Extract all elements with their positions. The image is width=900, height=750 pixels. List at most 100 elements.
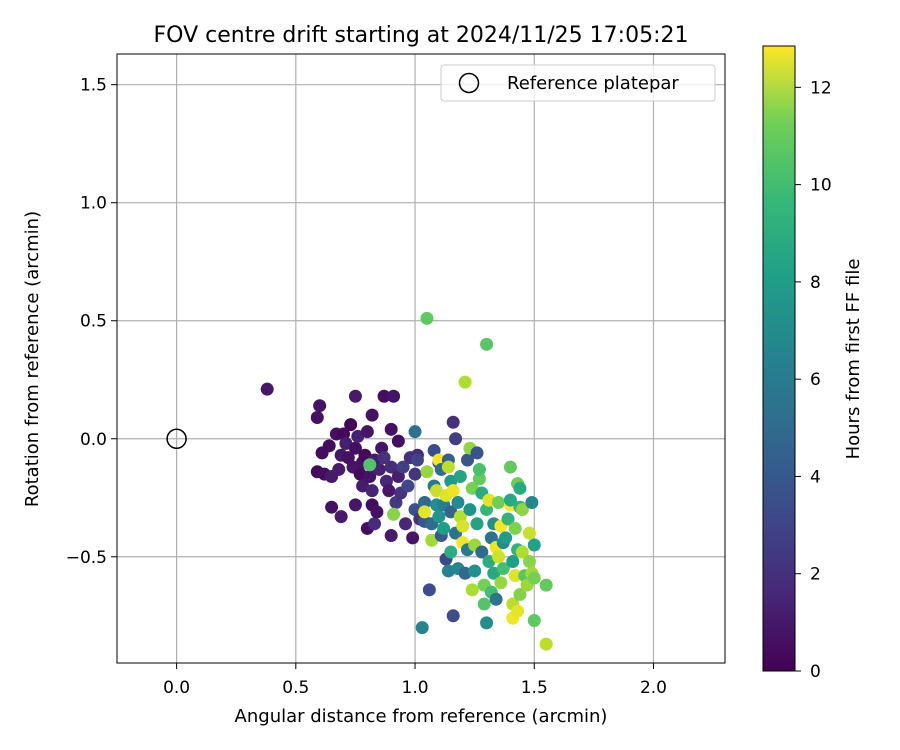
data-point	[415, 621, 429, 635]
data-point	[313, 399, 327, 413]
data-point	[522, 526, 536, 540]
y-tick-label: 0.0	[80, 430, 107, 450]
colorbar-label: Hours from first FF file	[843, 259, 864, 460]
data-point	[458, 375, 472, 389]
data-point	[446, 609, 460, 623]
data-point	[396, 460, 410, 474]
data-point	[370, 505, 384, 519]
data-point	[451, 495, 465, 509]
data-point	[477, 597, 491, 611]
colorbar-frame	[762, 45, 796, 672]
data-point	[363, 470, 377, 484]
data-point	[384, 460, 398, 474]
legend-marker-open-circle	[458, 72, 480, 94]
colorbar-tick-label: 8	[810, 273, 821, 293]
data-point	[325, 500, 339, 514]
data-point	[377, 451, 391, 465]
reference-point-marker	[166, 428, 187, 450]
data-point	[387, 507, 401, 521]
x-tick-label: 2.0	[640, 678, 667, 698]
data-point	[470, 446, 484, 460]
data-point	[503, 460, 517, 474]
data-point	[444, 545, 458, 559]
data-point	[418, 505, 432, 519]
data-point	[472, 462, 486, 476]
legend: Reference platepar	[440, 64, 716, 102]
data-point	[496, 562, 510, 576]
colorbar: 0 2 4 6 8 10 12 Hours from first FF file	[762, 45, 864, 682]
x-tick-label: 1.5	[521, 678, 548, 698]
data-point	[406, 531, 420, 545]
data-point	[449, 432, 463, 446]
data-point	[475, 545, 489, 559]
data-point	[446, 484, 460, 498]
data-point	[501, 512, 515, 526]
data-point	[527, 571, 541, 585]
y-tick-label: 0.5	[80, 312, 107, 332]
legend-label-reference-platepar: Reference platepar	[507, 73, 679, 94]
data-point	[539, 637, 553, 651]
data-point	[446, 415, 460, 429]
data-point	[480, 616, 494, 630]
data-point	[360, 425, 374, 439]
x-tick-label: 1.0	[402, 678, 429, 698]
y-axis: −0.5 0.0 0.5 1.0 1.5	[66, 76, 117, 568]
data-point	[472, 472, 486, 486]
colorbar-tick-label: 2	[810, 565, 821, 585]
colorbar-tick-label: 4	[810, 467, 821, 487]
data-point	[468, 564, 482, 578]
data-point	[387, 389, 401, 403]
data-point	[384, 529, 398, 543]
colorbar-gradient	[763, 46, 795, 671]
data-point	[391, 434, 405, 448]
data-point	[539, 578, 553, 592]
data-point	[377, 389, 391, 403]
data-point	[408, 467, 422, 481]
data-point	[470, 517, 484, 531]
data-point	[348, 389, 362, 403]
data-point	[344, 418, 358, 432]
data-point	[410, 453, 424, 467]
data-point	[382, 484, 396, 498]
colorbar-tick-label: 10	[810, 176, 832, 196]
data-point	[437, 521, 451, 535]
data-point	[513, 481, 527, 495]
data-point	[508, 569, 522, 583]
y-tick-label: 1.5	[80, 76, 107, 96]
data-point	[456, 519, 470, 533]
y-tick-label: 1.0	[80, 194, 107, 214]
data-point	[384, 422, 398, 436]
data-point	[463, 503, 477, 517]
data-point	[465, 583, 479, 597]
data-point	[508, 521, 522, 535]
data-point	[322, 439, 336, 453]
data-point	[365, 484, 379, 498]
data-point	[494, 576, 508, 590]
data-point	[441, 460, 455, 474]
data-point	[527, 538, 541, 552]
chart-title: FOV centre drift starting at 2024/11/25 …	[154, 23, 689, 48]
y-axis-label: Rotation from reference (arcmin)	[22, 211, 43, 507]
data-point	[491, 550, 505, 564]
data-point	[480, 337, 494, 351]
grid	[117, 54, 725, 663]
data-point	[432, 510, 446, 524]
data-point	[348, 441, 362, 455]
data-point	[401, 479, 415, 493]
colorbar-tick-label: 0	[810, 662, 821, 682]
colorbar-tick-label: 6	[810, 370, 821, 390]
data-point	[260, 382, 274, 396]
data-point	[503, 493, 517, 507]
data-point	[453, 470, 467, 484]
x-tick-label: 0.0	[163, 678, 190, 698]
data-point	[365, 408, 379, 422]
data-point	[515, 503, 529, 517]
data-point	[491, 495, 505, 509]
data-point	[515, 545, 529, 559]
data-point	[408, 425, 422, 439]
data-point	[460, 453, 474, 467]
data-point	[506, 555, 520, 568]
x-axis: 0.0 0.5 1.0 1.5 2.0	[163, 663, 667, 698]
data-point	[489, 592, 503, 606]
